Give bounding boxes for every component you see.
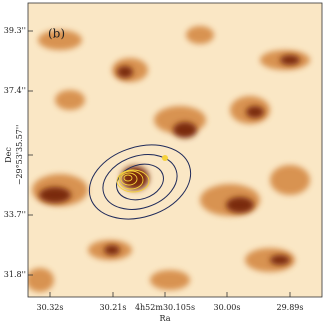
y-tick-label: 39.3'' <box>4 26 26 35</box>
ticks <box>28 30 291 297</box>
marker <box>162 155 168 161</box>
contours <box>88 144 192 220</box>
x-tick-label: 30.32s <box>36 303 63 312</box>
y-tick-label: 33.7'' <box>4 210 26 219</box>
y-tick-label: 31.8'' <box>4 270 26 279</box>
y-tick-label: 37.4'' <box>4 86 26 95</box>
sky-image <box>28 3 322 297</box>
y-tick-label: −29°53'35.57'' <box>15 125 24 186</box>
frame <box>27 2 323 298</box>
panel-label: (b) <box>48 27 65 41</box>
x-tick-label: 30.21s <box>99 303 126 312</box>
x-tick-label: 29.89s <box>276 303 303 312</box>
x-tick-label: 4h52m30.105s <box>135 303 195 312</box>
y-axis-label: Dec <box>4 147 13 163</box>
inner-contours <box>116 169 150 193</box>
x-tick-label: 30.00s <box>213 303 240 312</box>
x-axis-label: Ra <box>160 314 171 323</box>
